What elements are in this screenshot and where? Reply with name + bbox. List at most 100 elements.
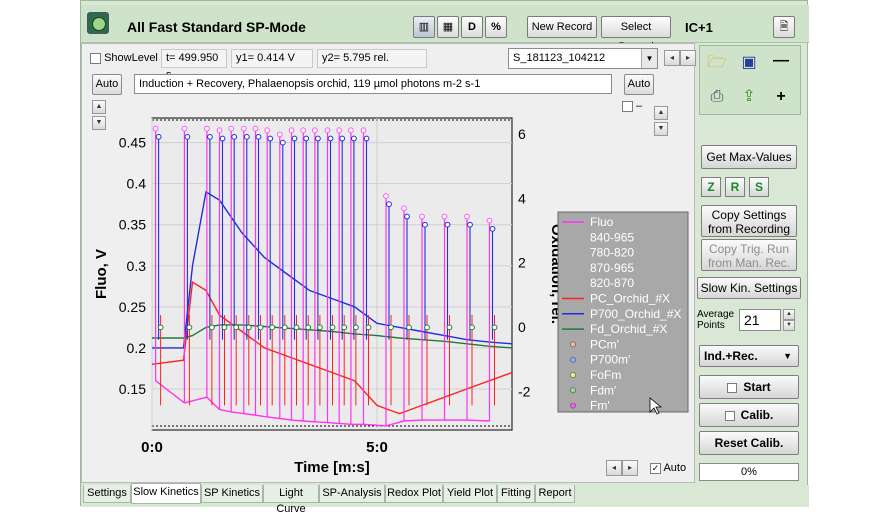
average-points-input[interactable]: 21 (739, 309, 781, 331)
fdm-marker (469, 324, 475, 331)
showlevel-check-icon[interactable] (90, 52, 101, 64)
chart-prev-icon[interactable]: ◂ (606, 460, 622, 476)
fdm-marker (491, 324, 498, 331)
export-icon[interactable]: ⇪ (742, 88, 756, 105)
tab-redox-plot[interactable]: Redox Plot (385, 485, 443, 503)
percent-button[interactable]: % (485, 16, 507, 38)
z-button[interactable]: Z (701, 177, 721, 197)
fdm-marker (157, 324, 164, 331)
legend-marker (570, 402, 576, 409)
p700m-marker (339, 135, 346, 142)
record-select[interactable]: S_181123_104212 ▼ (508, 48, 658, 69)
report-icon[interactable]: 🗎 (773, 16, 795, 38)
chevron-down-icon[interactable]: ▼ (641, 49, 657, 68)
tab-sp-analysis[interactable]: SP-Analysis (319, 485, 385, 503)
slow-kin-settings-button[interactable]: Slow Kin. Settings (697, 277, 801, 299)
tab-fitting[interactable]: Fitting (497, 485, 535, 503)
legend-label: 780-820 (590, 246, 634, 260)
start-label: Start (743, 380, 771, 394)
scroll-down-left-icon[interactable]: ▼ (92, 116, 106, 130)
auto-scroll-checkbox[interactable]: ✓ Auto (650, 462, 686, 474)
copy-trig-button[interactable]: Copy Trig. Run from Man. Rec. (701, 239, 797, 271)
p700m-marker (207, 133, 213, 140)
fm-marker (240, 125, 247, 132)
auto-scroll-check-icon[interactable]: ✓ (650, 462, 661, 474)
progress-bar: 0% (699, 463, 799, 481)
calib-label: Calib. (740, 408, 774, 422)
prev-record-icon[interactable]: ◂ (664, 50, 680, 66)
calib-button[interactable]: Calib. (699, 403, 799, 427)
tab-sp-kinetics[interactable]: SP Kinetics (201, 485, 263, 503)
right-axis-toggle[interactable]: – (622, 100, 642, 112)
record-select-value: S_181123_104212 (513, 52, 606, 64)
print-icon[interactable]: ⎙ (710, 88, 724, 105)
new-record-button[interactable]: New Record (527, 16, 597, 38)
description-input[interactable]: Induction + Recovery, Phalaenopsis orchi… (134, 74, 612, 94)
p700m-marker (351, 135, 357, 142)
avg-down-icon[interactable]: ▼ (783, 320, 795, 331)
mode-chevron-down-icon[interactable]: ▼ (783, 351, 792, 361)
legend-label: PCm' (590, 337, 619, 351)
mode-select[interactable]: Ind.+Rec. ▼ (699, 345, 799, 367)
d-button[interactable]: D (461, 16, 483, 38)
legend-label: Fdm' (590, 383, 616, 397)
fm-marker (383, 193, 389, 199)
y-tick-label: 0.3 (127, 258, 147, 274)
reset-calib-button[interactable]: Reset Calib. (699, 431, 799, 455)
p700m-marker (404, 213, 410, 220)
control-sidebar: 🗁 ▣ — ⎙ ⇪ + Get Max-Values Z R S Copy Se… (697, 43, 807, 505)
copy-settings-button[interactable]: Copy Settings from Recording (701, 205, 797, 237)
top-toolbar: All Fast Standard SP-Mode ▥ ▦ D % New Re… (81, 5, 809, 53)
s-button[interactable]: S (749, 177, 769, 197)
chart-next-icon[interactable]: ▸ (622, 460, 638, 476)
fdm-marker (257, 324, 264, 331)
legend-marker (570, 387, 576, 394)
legend-label: P700_Orchid_#X (590, 307, 681, 321)
p700m-marker (327, 135, 334, 142)
chart-panel: ShowLevel t= 499.950 s y1= 0.414 V y2= 5… (81, 43, 696, 484)
scroll-up-left-icon[interactable]: ▲ (92, 100, 106, 114)
y1-readout: y1= 0.414 V (231, 49, 313, 68)
tab-light-curve[interactable]: Light Curve (263, 485, 319, 515)
right-axis-check-icon[interactable] (622, 100, 633, 112)
r-button[interactable]: R (725, 177, 745, 197)
p700m-marker (155, 133, 162, 140)
select-record-button[interactable]: Select Record (601, 16, 671, 53)
fm-marker (252, 125, 259, 132)
minus-icon[interactable]: — (773, 52, 789, 69)
kinetics-chart[interactable]: 0.45 0.4 0.35 0.3 0.25 0.2 0.15 6 4 2 0 -2 0:0 5:0 Tim… (82, 104, 696, 484)
fdm-marker (281, 324, 288, 331)
p700m-marker (279, 139, 286, 146)
fm-marker (228, 125, 235, 132)
save-icon[interactable]: ▣ (741, 54, 757, 71)
tab-slow-kinetics[interactable]: Slow Kinetics (131, 483, 201, 504)
next-record-icon[interactable]: ▸ (680, 50, 696, 66)
scroll-down-right-icon[interactable]: ▼ (654, 122, 668, 136)
auto-left-button[interactable]: Auto (92, 74, 122, 95)
start-indicator-icon (727, 382, 738, 393)
get-max-values-button[interactable]: Get Max-Values (701, 145, 797, 169)
p700m-marker (231, 133, 238, 140)
layout-grid-icon[interactable]: ▦ (437, 16, 459, 38)
y-tick-label: 0.15 (119, 381, 146, 397)
avg-up-icon[interactable]: ▲ (783, 309, 795, 320)
y2-tick-label: -2 (518, 383, 531, 399)
tab-settings[interactable]: Settings (83, 485, 131, 503)
ic-indicator: IC+1 (685, 20, 713, 35)
y-tick-label: 0.45 (119, 135, 146, 151)
plus-icon[interactable]: + (776, 88, 786, 105)
auto-right-button[interactable]: Auto (624, 74, 654, 95)
y-tick-label: 0.2 (127, 340, 147, 356)
fm-marker (216, 127, 223, 134)
start-button[interactable]: Start (699, 375, 799, 399)
scroll-up-right-icon[interactable]: ▲ (654, 106, 668, 120)
showlevel-checkbox[interactable]: ShowLevel (90, 52, 158, 64)
fm-marker (264, 127, 271, 134)
tab-yield-plot[interactable]: Yield Plot (443, 485, 497, 503)
fm-marker (441, 213, 448, 220)
x-axis-label: Time [m:s] (294, 459, 370, 476)
open-folder-icon[interactable]: 🗁 (707, 54, 727, 71)
layout-single-icon[interactable]: ▥ (413, 16, 435, 38)
p700m-marker (386, 201, 392, 208)
tab-report[interactable]: Report (535, 485, 575, 503)
